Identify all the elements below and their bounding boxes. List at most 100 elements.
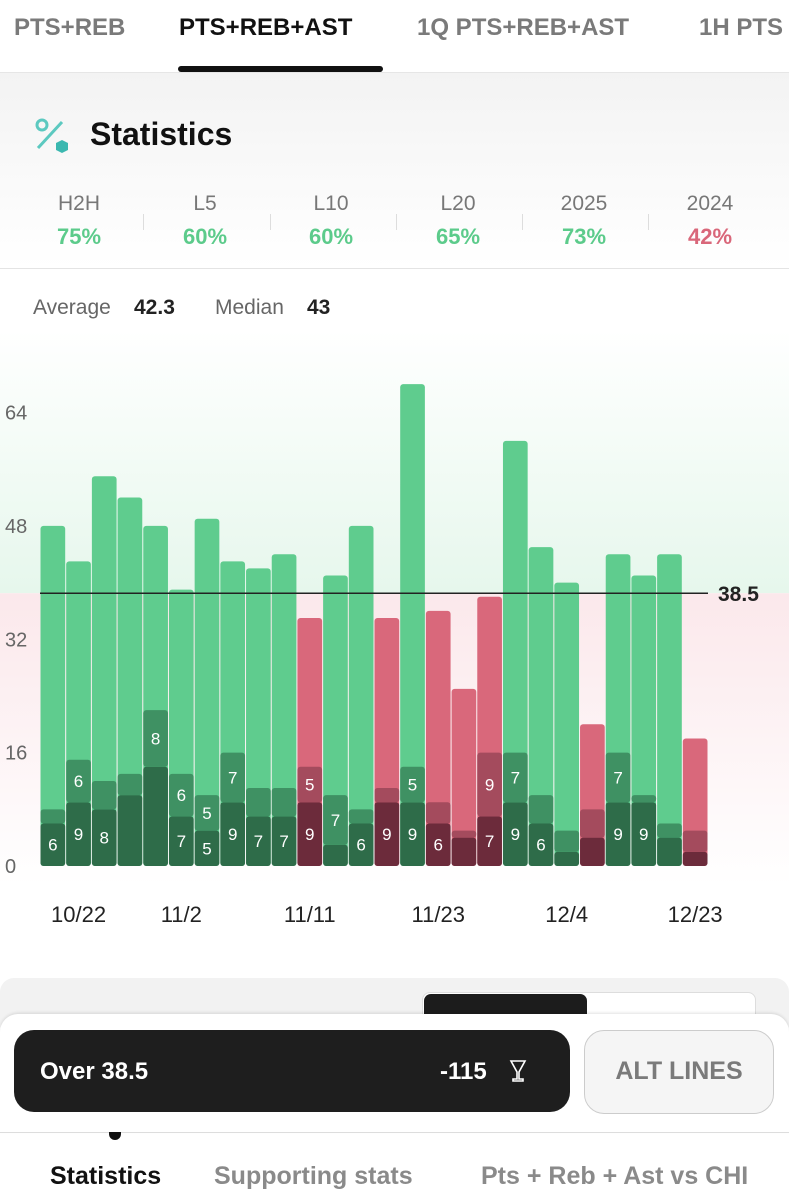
bar xyxy=(451,688,477,866)
data-label: 9 xyxy=(228,825,237,844)
data-label: 6 xyxy=(433,836,442,855)
bar xyxy=(400,384,425,866)
bar-segment xyxy=(605,802,631,866)
data-label: 6 xyxy=(48,836,57,855)
bar-segment xyxy=(348,823,374,866)
bar xyxy=(657,554,682,866)
data-label: 7 xyxy=(511,768,520,787)
data-label: 5 xyxy=(305,776,314,795)
tab[interactable]: PTS+REB+AST xyxy=(179,14,353,41)
bar xyxy=(323,575,348,866)
bet-button[interactable] xyxy=(14,1030,570,1112)
separator xyxy=(522,214,523,230)
threshold-label: 38.5 xyxy=(718,583,759,606)
bar-segment xyxy=(631,795,657,803)
data-label: 6 xyxy=(356,836,365,855)
separator xyxy=(648,214,649,230)
divider xyxy=(0,268,789,269)
bar-segment xyxy=(297,766,323,803)
period-label: L20 xyxy=(440,192,476,215)
bar xyxy=(40,525,66,866)
bar-segment xyxy=(168,816,194,866)
data-label: 9 xyxy=(74,825,83,844)
data-label: 6 xyxy=(74,772,83,791)
bar-segment xyxy=(580,837,605,866)
bar xyxy=(554,582,580,866)
nav-tab[interactable]: Pts + Reb + Ast vs CHI xyxy=(481,1162,749,1190)
stats-icon xyxy=(35,118,68,153)
period-value: 75% xyxy=(56,224,102,249)
bar-segment xyxy=(66,759,91,803)
period-value: 65% xyxy=(435,224,481,249)
bar-segment xyxy=(682,830,708,852)
bar-segment xyxy=(271,816,297,866)
alt-lines-button[interactable] xyxy=(584,1030,774,1114)
alt-lines-label: ALT LINES xyxy=(615,1057,743,1085)
tab-bar xyxy=(0,0,789,73)
data-label: 9 xyxy=(613,825,622,844)
bar-segment xyxy=(528,823,554,866)
data-label: 9 xyxy=(485,776,494,795)
bar-segment xyxy=(682,851,708,866)
bar-segment xyxy=(117,795,143,866)
data-label: 7 xyxy=(613,768,622,787)
bar-segment xyxy=(40,823,66,866)
data-label: 6 xyxy=(536,836,545,855)
tab[interactable]: PTS+REB xyxy=(14,14,126,41)
bar-segment xyxy=(554,830,580,852)
bar-segment xyxy=(451,837,477,866)
bar-segment xyxy=(91,809,117,866)
bar-segment xyxy=(323,795,348,845)
data-label: 7 xyxy=(177,832,186,851)
bar-segment xyxy=(425,823,451,866)
bar-segment xyxy=(40,809,66,824)
bet-label: Over 38.5 xyxy=(40,1058,149,1085)
bar-segment xyxy=(143,766,168,866)
bar-segment xyxy=(502,752,528,803)
y-tick-label: 48 xyxy=(5,516,27,538)
bar-segment xyxy=(451,830,477,838)
bar-segment xyxy=(66,802,91,866)
data-label: 9 xyxy=(408,825,417,844)
data-label: 8 xyxy=(99,829,108,848)
separator xyxy=(396,214,397,230)
bar-segment xyxy=(220,802,246,866)
period-label: L10 xyxy=(313,192,349,215)
data-label: 9 xyxy=(639,825,648,844)
period-label: 2024 xyxy=(686,192,734,215)
period-value: 42% xyxy=(687,224,733,249)
bar-segment xyxy=(220,752,246,803)
period-label: L5 xyxy=(193,192,217,215)
tab[interactable]: 1H PTS xyxy=(699,14,784,41)
data-label: 5 xyxy=(202,804,211,823)
bar-segment xyxy=(425,802,451,824)
x-tick-label: 12/4 xyxy=(545,902,588,927)
data-label: 7 xyxy=(331,811,340,830)
bar-segment xyxy=(297,802,323,866)
nav-tab[interactable]: Statistics xyxy=(50,1162,162,1190)
x-tick-label: 11/11 xyxy=(284,902,336,927)
data-label: 7 xyxy=(485,832,494,851)
period-label: H2H xyxy=(57,192,100,215)
data-label: 9 xyxy=(382,825,391,844)
nav-tab[interactable]: Supporting stats xyxy=(214,1162,413,1190)
data-label: 7 xyxy=(279,832,288,851)
data-label: 6 xyxy=(177,786,186,805)
data-label: 7 xyxy=(228,768,237,787)
bar-segment xyxy=(528,795,554,824)
period-value: 60% xyxy=(308,224,354,249)
glass-icon xyxy=(509,1060,527,1082)
data-label: 8 xyxy=(151,729,160,748)
bar-segment xyxy=(657,823,682,838)
data-label: 5 xyxy=(202,839,211,858)
bar-segment xyxy=(657,837,682,866)
tab[interactable]: 1Q PTS+REB+AST xyxy=(417,14,630,41)
period-label: 2025 xyxy=(560,192,608,215)
y-tick-label: 64 xyxy=(5,403,27,425)
bar-segment xyxy=(246,816,271,866)
y-tick-label: 0 xyxy=(5,856,16,878)
bar-segment xyxy=(554,851,580,866)
bar xyxy=(528,547,554,866)
bar-segment xyxy=(348,809,374,824)
